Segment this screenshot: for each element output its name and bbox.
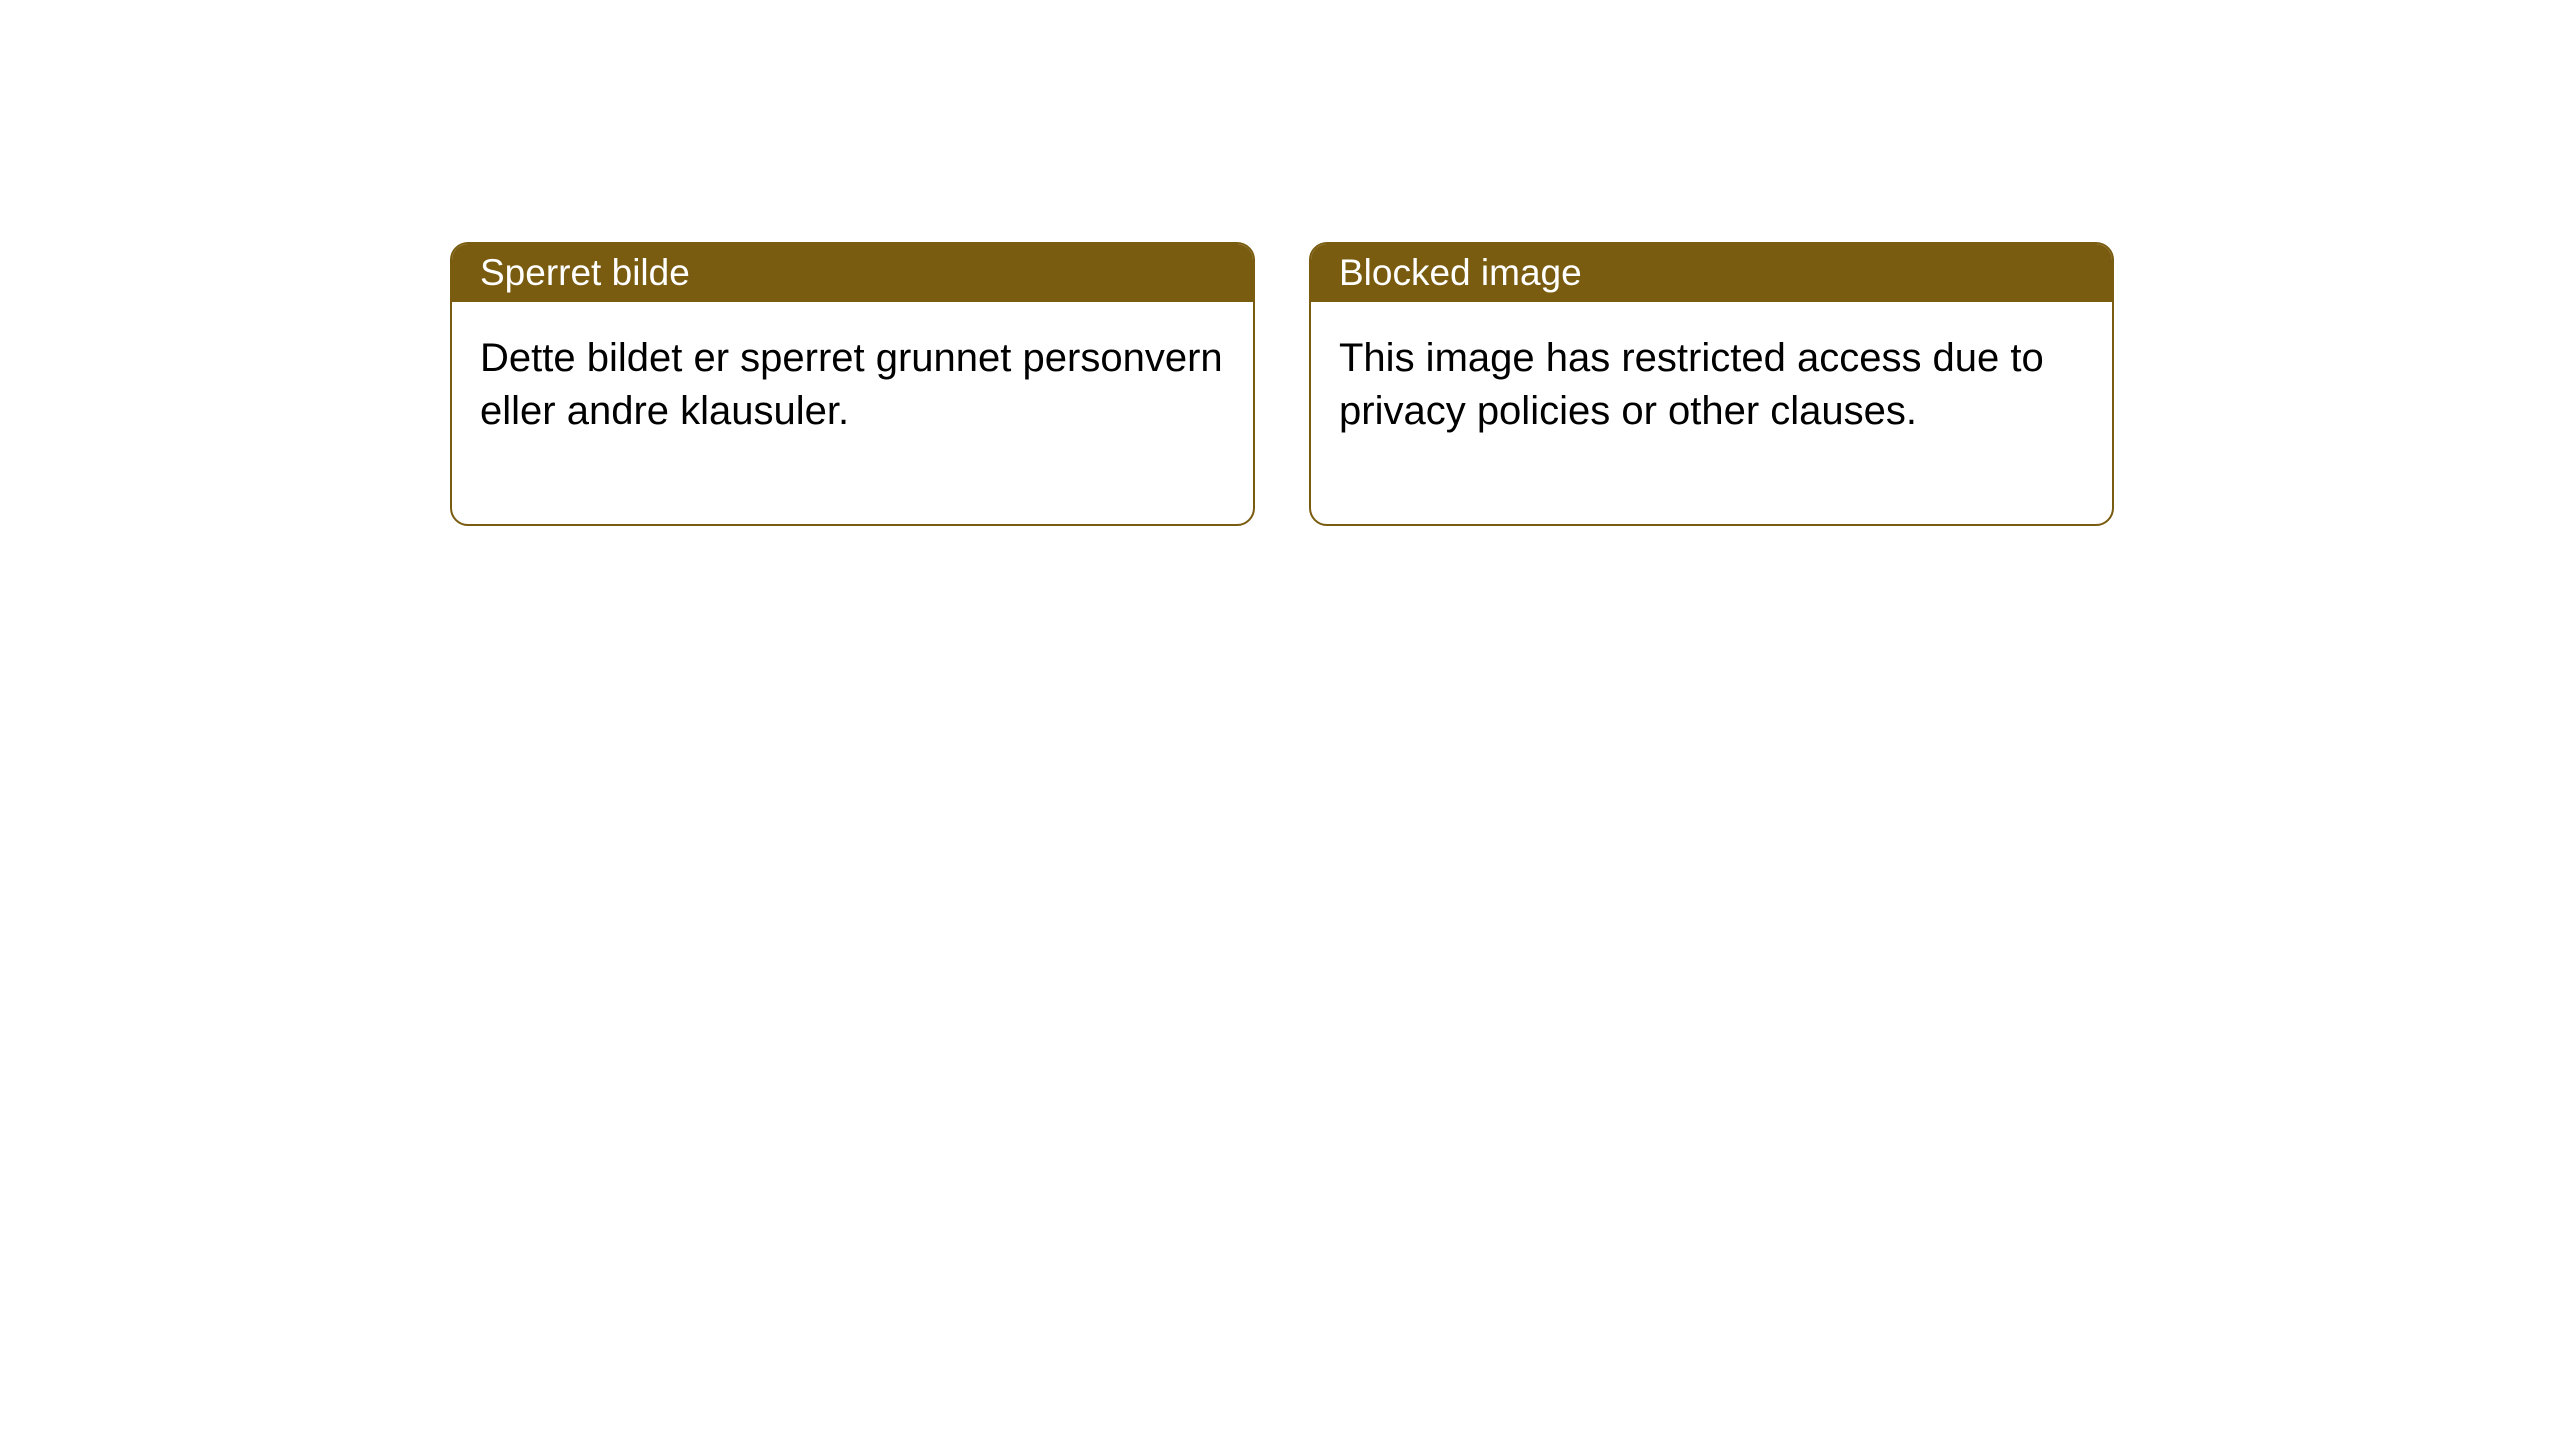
card-title: Blocked image <box>1339 252 1582 293</box>
blocked-image-card-norwegian: Sperret bilde Dette bildet er sperret gr… <box>450 242 1255 526</box>
blocked-image-card-english: Blocked image This image has restricted … <box>1309 242 2114 526</box>
card-body: Dette bildet er sperret grunnet personve… <box>452 302 1253 524</box>
card-title: Sperret bilde <box>480 252 690 293</box>
card-body: This image has restricted access due to … <box>1311 302 2112 524</box>
card-header: Sperret bilde <box>452 244 1253 302</box>
card-header: Blocked image <box>1311 244 2112 302</box>
card-message: This image has restricted access due to … <box>1339 336 2044 433</box>
notice-container: Sperret bilde Dette bildet er sperret gr… <box>0 0 2560 526</box>
card-message: Dette bildet er sperret grunnet personve… <box>480 336 1223 433</box>
